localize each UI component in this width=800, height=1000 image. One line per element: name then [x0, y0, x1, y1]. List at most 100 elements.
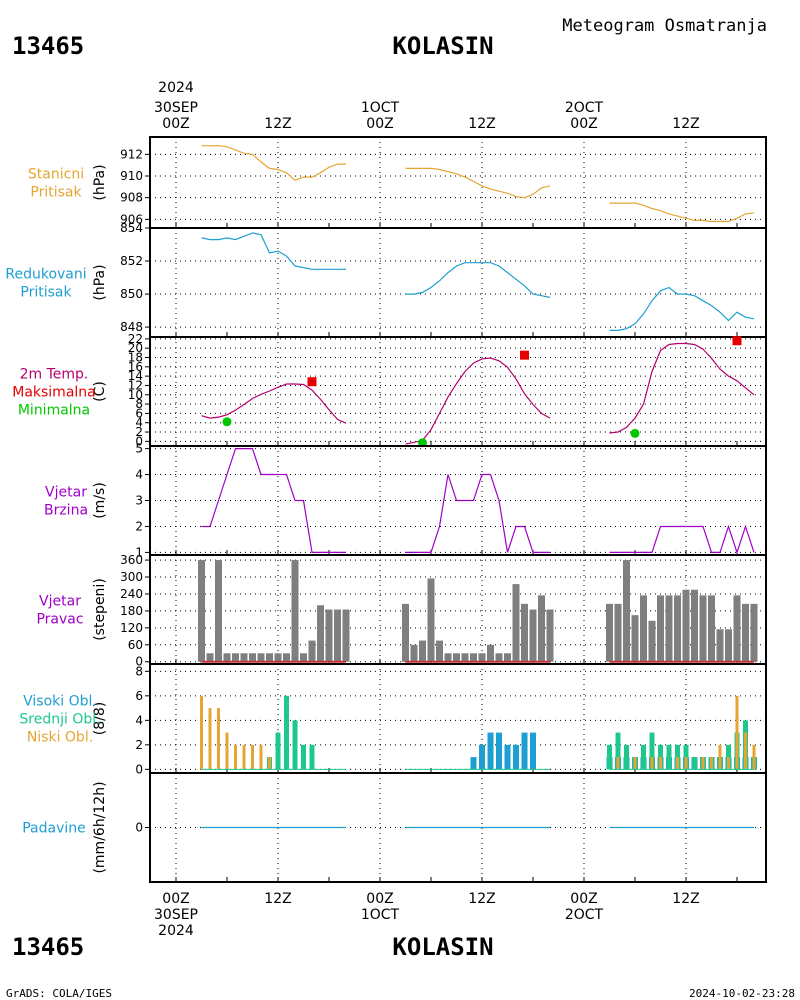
panel-label: Niski Obl. — [27, 730, 93, 746]
ytick-label: 16 — [128, 360, 143, 374]
cloud-bar-srednji — [692, 757, 697, 770]
panel-label: Padavine — [22, 821, 86, 837]
cloud-bar-niski — [650, 757, 654, 770]
time-label-top: 00Z — [570, 116, 597, 132]
panel-label: Srednji Obl. — [19, 712, 100, 728]
direction-bar — [410, 644, 418, 662]
ytick-label: 0 — [135, 434, 143, 448]
panel-label: Brzina — [44, 503, 88, 519]
time-label-bottom: 1OCT — [361, 907, 400, 923]
min-temp-marker — [222, 417, 232, 427]
cloud-bar-niski — [208, 708, 212, 770]
series-line — [609, 202, 755, 223]
panel-frame — [149, 227, 767, 338]
panel-label: Minimalna — [18, 403, 90, 419]
y-axis-label: (m/s) — [92, 482, 108, 519]
ytick-label: 22 — [128, 332, 143, 346]
cloud-bar-visoki — [479, 744, 485, 770]
cloud-bar-niski — [616, 757, 620, 770]
direction-bar — [691, 589, 698, 662]
footer-left: GrADS: COLA/IGES — [6, 987, 112, 1000]
direction-bar — [453, 653, 460, 662]
direction-bar — [716, 629, 724, 662]
ytick-label: 20 — [128, 341, 143, 355]
panel-label: 2m Temp. — [20, 367, 89, 383]
series-line — [609, 524, 755, 555]
ytick-label: 60 — [128, 638, 143, 652]
cloud-bar-niski — [200, 695, 203, 770]
direction-bar — [334, 609, 341, 662]
panels-group: 906908910912(hPa)StanicniPritisak8488508… — [5, 136, 767, 883]
cloud-bar-srednji — [309, 744, 315, 770]
panel-label: Vjetar — [39, 594, 81, 610]
ytick-label: 850 — [120, 287, 143, 301]
direction-bar — [742, 603, 749, 662]
ytick-label: 5 — [135, 442, 143, 456]
direction-bar — [317, 605, 324, 662]
station-id-top: 13465 — [12, 32, 84, 60]
series-line — [405, 357, 551, 445]
footer-right: 2024-10-02-23:28 — [689, 987, 795, 1000]
time-label-bottom: 12Z — [672, 891, 699, 907]
direction-bar — [198, 560, 205, 662]
y-axis-label: (8/8) — [92, 702, 108, 735]
direction-bar — [674, 595, 681, 662]
series-line — [405, 167, 551, 199]
min-temp-marker — [630, 428, 640, 438]
ytick-label: 908 — [120, 191, 143, 205]
direction-bar — [240, 653, 248, 662]
direction-bar — [708, 595, 715, 662]
ytick-label: 18 — [128, 350, 143, 364]
time-label-top: 00Z — [162, 116, 189, 132]
direction-bar — [657, 595, 664, 662]
panel-label: Pritisak — [20, 285, 72, 301]
ytick-label: 14 — [128, 369, 143, 383]
cloud-bar-srednji — [292, 720, 298, 770]
panel-oblacnost: 0 2 4 6 8 (8/8)Visoki Obl. Srednji Obl. Niski O… — [19, 663, 767, 776]
direction-bar — [402, 603, 409, 662]
ytick-label: 0 — [135, 655, 143, 669]
cloud-bar-niski — [268, 757, 271, 770]
panel-frame — [149, 136, 767, 229]
time-label-top: 2OCT — [565, 100, 604, 116]
series-line — [609, 286, 755, 331]
direction-bar — [733, 595, 741, 662]
ytick-label: 300 — [120, 570, 143, 584]
direction-bar — [640, 595, 647, 662]
time-label-bottom: 00Z — [162, 891, 189, 907]
panel-padavine: 0 (mm/6h/12h) Padavine — [22, 772, 767, 883]
ytick-label: 2 — [135, 519, 143, 533]
cloud-bar-srednji — [666, 744, 672, 770]
ytick-label: 910 — [120, 169, 143, 183]
cloud-bar-niski — [633, 757, 637, 770]
time-label-top: 30SEP — [154, 100, 198, 116]
ytick-label: 8 — [135, 664, 143, 678]
time-label-bottom: 12Z — [264, 891, 291, 907]
direction-bar — [206, 653, 214, 662]
ytick-label: 6 — [135, 406, 143, 420]
direction-bar — [665, 595, 673, 662]
y-axis-label: (mm/6h/12h) — [92, 781, 108, 873]
direction-bar — [291, 560, 299, 662]
panel-frame — [149, 663, 767, 774]
series-line — [201, 232, 346, 270]
cloud-bar-srednji — [615, 732, 621, 770]
cloud-bar-niski — [735, 695, 739, 770]
panel-label: Redukovani — [5, 267, 86, 283]
ytick-label: 240 — [120, 587, 143, 601]
direction-bar — [614, 603, 622, 662]
ytick-label: 848 — [120, 320, 143, 334]
chart-subtitle: Meteogram Osmatranja — [562, 16, 767, 36]
panel-label: Pritisak — [30, 185, 82, 201]
ytick-label: 1 — [135, 545, 143, 559]
ytick-label: 180 — [120, 604, 143, 618]
direction-bar — [750, 603, 758, 662]
panel-stanicni: 906 908 910 912 (hPa) Stanicni Pritisak — [28, 136, 767, 229]
cloud-bar-visoki — [521, 732, 528, 770]
cloud-bar-niski — [225, 732, 229, 770]
y-axis-label: (C) — [92, 381, 108, 402]
direction-bar — [308, 640, 316, 662]
direction-bar — [529, 609, 537, 662]
